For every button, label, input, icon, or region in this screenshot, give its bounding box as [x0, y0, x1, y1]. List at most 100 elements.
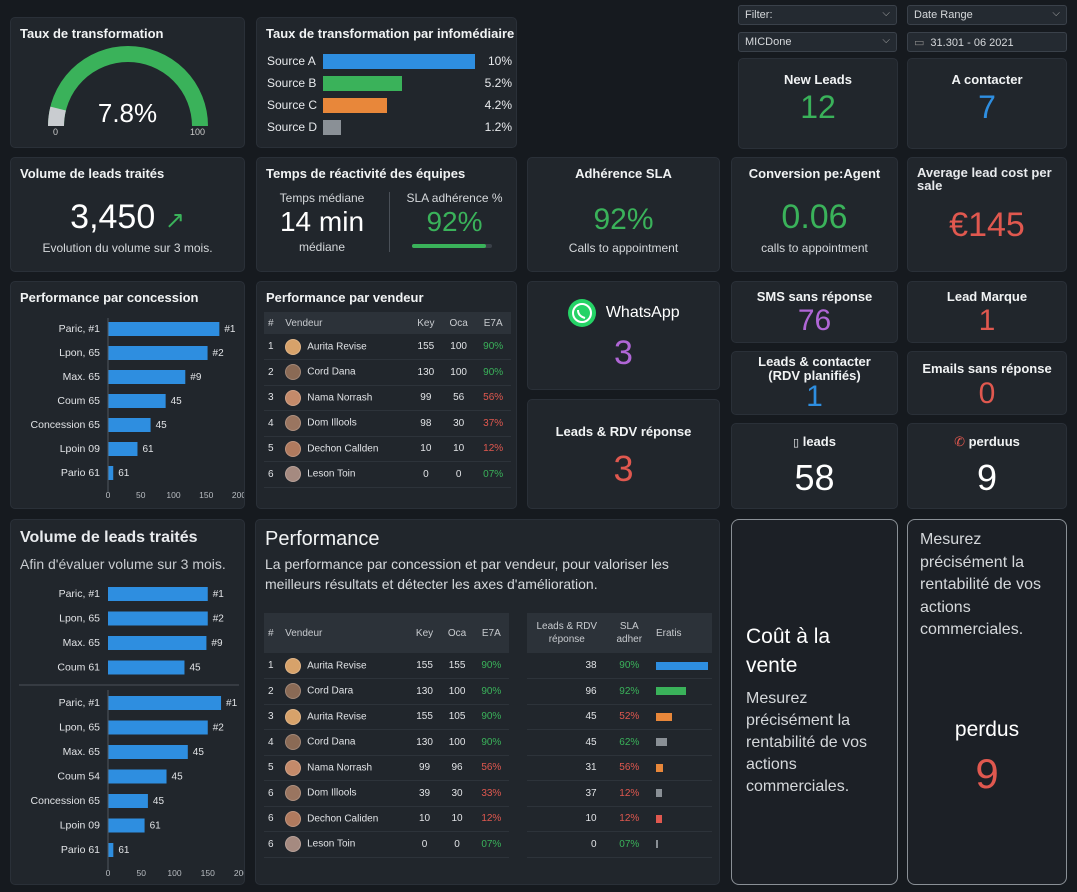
axis-tick: 150: [199, 490, 213, 500]
whatsapp-value: 3: [614, 334, 633, 372]
table-row[interactable]: 6 Leson Toin 0 0 07%: [264, 461, 511, 488]
vendor-name: Cord Dana: [307, 736, 356, 748]
table-row[interactable]: 5 Dechon Callden 10 10 12%: [264, 436, 511, 462]
perf-concession-card: Performance par concession Paric, #1 #1 Lp…: [10, 281, 245, 509]
column-header: #: [264, 312, 282, 334]
sla-sub: Calls to appointment: [568, 241, 679, 255]
table-row[interactable]: 0 07%: [527, 831, 712, 858]
bar-value-label: 45: [171, 396, 183, 407]
trend-up-icon: ↗: [164, 207, 185, 234]
table-row[interactable]: 6 Dechon Caliden 10 10 12%: [264, 806, 509, 832]
table-row[interactable]: 3 Nama Norrash 99 56 56%: [264, 385, 511, 411]
table-row[interactable]: 6 Dom Illools 39 30 33%: [264, 780, 509, 807]
table-row[interactable]: 3 Aurita Revise 155 105 90%: [264, 704, 509, 730]
table-row[interactable]: 1 Aurita Revise 155 155 90%: [264, 653, 509, 679]
conversion-agent-card: Conversion pe:Agent 0.06 calls to appoin…: [731, 157, 898, 272]
bar: [108, 442, 138, 456]
perf-concession-chart: Paric, #1 #1 Lpon, 65 #2 Max. 65 #9 Coum 65 45 C…: [31, 318, 244, 500]
vendor-name: Leson Toin: [307, 838, 356, 850]
axis-tick: 0: [106, 868, 111, 878]
table-row[interactable]: 6 Leson Toin 0 0 07%: [264, 831, 509, 858]
bar-label: Paric, #1: [59, 323, 101, 335]
table-row[interactable]: 2 Cord Dara 130 100 90%: [264, 678, 509, 705]
table-row[interactable]: 1 Aurita Revise 155 100 90%: [264, 334, 511, 360]
intermediary-value: 4.2%: [484, 98, 512, 112]
table-row[interactable]: 96 92%: [527, 678, 712, 705]
bar-label: Paric, #1: [59, 588, 101, 600]
bar: [108, 745, 188, 759]
table-row[interactable]: 31 56%: [527, 755, 712, 781]
bar: [108, 346, 208, 360]
avatar: [285, 785, 302, 802]
intermediary-row: Source B 5.2%: [267, 75, 512, 93]
table-header: # Vendeur Key Oca E7A: [264, 613, 509, 653]
vendor-cell: Nama Norrash: [281, 385, 410, 411]
bar-value-label: 61: [118, 845, 130, 856]
bar: [108, 322, 220, 336]
row-index: 1: [264, 653, 282, 679]
avatar: [285, 415, 302, 432]
volume-chart-card: Volume de leads traités Afin d'évaluer v…: [10, 519, 245, 885]
leads-rdv-cell: 96: [527, 678, 607, 705]
column-header: E7A: [475, 312, 511, 334]
dealer-select[interactable]: MICDone ⌵: [738, 32, 897, 52]
eratis-bar: [655, 738, 668, 747]
table-row[interactable]: 4 Cord Dana 130 100 90%: [264, 729, 509, 756]
leads-rdv-cell: 45: [527, 729, 607, 756]
chevron-down-icon: ⌵: [882, 35, 890, 46]
chevron-down-icon: ⌵: [1052, 8, 1060, 19]
pct-cell: 90%: [473, 729, 509, 756]
gauge-value: 7.8%: [97, 98, 158, 128]
intermediary-bar: [323, 54, 475, 69]
card-title: Performance par concession: [20, 290, 199, 305]
pct-cell: 90%: [473, 653, 509, 679]
bar-value-label: 45: [156, 420, 168, 431]
row-index: 3: [264, 385, 282, 411]
emails-value: 0: [978, 377, 996, 410]
sla-adherence-label: SLA adhérence %: [406, 191, 503, 205]
avatar: [285, 836, 302, 853]
table-row[interactable]: 45 52%: [527, 704, 712, 730]
bar-value-label: #1: [226, 698, 238, 709]
table-row[interactable]: 37 12%: [527, 780, 712, 807]
table-row[interactable]: 10 12%: [527, 806, 712, 832]
filter-select[interactable]: Filter: ⌵: [738, 5, 897, 25]
table-row[interactable]: 4 Dom Illools 98 30 37%: [264, 410, 511, 437]
card-title: Volume de leads traités: [20, 166, 165, 181]
card-title: Taux de transformation: [20, 26, 164, 41]
vendor-name: Dom Illools: [307, 787, 357, 799]
avatar: [285, 657, 302, 674]
column-header: Oca: [440, 613, 474, 653]
leads-contact-card: Leads & contacter (RDV planifiés) 1: [731, 351, 898, 415]
key-cell: 155: [408, 704, 441, 730]
table-row[interactable]: 45 62%: [527, 729, 712, 756]
median-label: Temps médiane: [279, 191, 365, 205]
leads-rdv-cell: 0: [527, 831, 607, 858]
oca-cell: 155: [440, 653, 474, 679]
date-input[interactable]: ▭ 31.301 - 06 2021: [907, 32, 1067, 52]
table-row[interactable]: 38 90%: [527, 653, 712, 679]
table-row[interactable]: 5 Nama Norrash 99 96 56%: [264, 755, 509, 781]
vendor-name: Nama Norrash: [307, 392, 373, 404]
eratis-cell: [651, 704, 712, 730]
leads-rdv-cell: 31: [527, 755, 607, 781]
avg-cost-title: Average lead cost per sale: [917, 165, 1052, 193]
table-row[interactable]: 2 Cord Dana 130 100 90%: [264, 359, 511, 386]
vendor-cell: Aurita Revise: [281, 653, 409, 679]
bar: [108, 394, 166, 408]
column-header: Vendeur: [281, 312, 410, 334]
emails-card: Emails sans réponse 0: [907, 351, 1067, 415]
row-index: 4: [264, 729, 282, 756]
avatar: [285, 683, 302, 700]
avatar: [285, 708, 302, 725]
date-range-select[interactable]: Date Range ⌵: [907, 5, 1067, 25]
oca-cell: 100: [441, 359, 476, 386]
leads-rdv-cell: 38: [527, 653, 607, 679]
bar: [108, 611, 208, 626]
vendor-cell: Aurita Revise: [281, 704, 409, 730]
bar: [108, 418, 151, 432]
oca-cell: 30: [440, 780, 474, 807]
sla-pct-cell: 90%: [606, 653, 652, 679]
bar: [108, 720, 208, 735]
emails-label: Emails sans réponse: [922, 361, 1052, 376]
